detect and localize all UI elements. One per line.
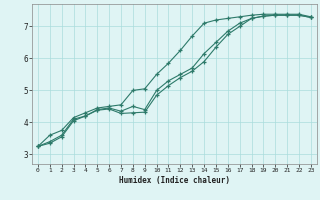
X-axis label: Humidex (Indice chaleur): Humidex (Indice chaleur): [119, 176, 230, 185]
